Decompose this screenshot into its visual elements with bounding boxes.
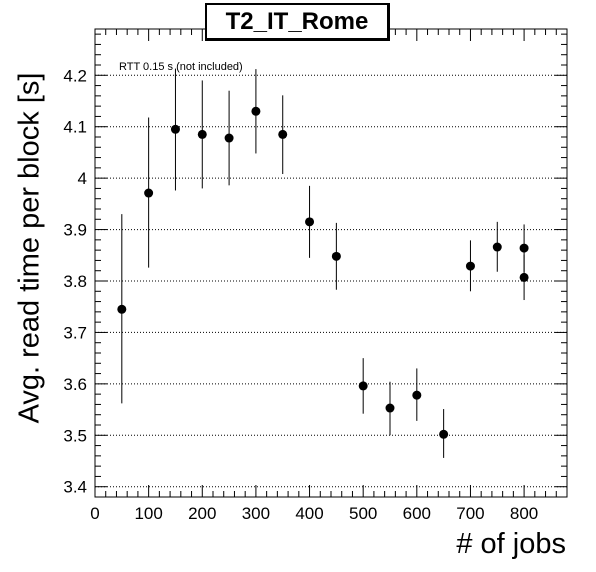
y-tick-label: 3.4	[63, 478, 87, 497]
y-tick-label: 4.1	[63, 118, 87, 137]
data-point	[117, 304, 127, 314]
y-tick-label: 4	[78, 169, 87, 188]
y-tick-label: 3.8	[63, 272, 87, 291]
data-point	[439, 429, 449, 439]
data-points	[117, 68, 529, 458]
data-point	[412, 390, 422, 400]
x-tick-label: 400	[295, 504, 323, 523]
data-point	[358, 381, 368, 391]
y-tick-label: 3.7	[63, 323, 87, 342]
y-tick-label: 3.5	[63, 426, 87, 445]
y-tick-label: 3.9	[63, 221, 87, 240]
x-tick-label: 300	[242, 504, 270, 523]
data-point	[278, 129, 288, 139]
y-tick-label: 4.2	[63, 66, 87, 85]
x-tick-label: 800	[510, 504, 538, 523]
y-tick-label: 3.6	[63, 375, 87, 394]
rtt-annotation: RTT 0.15 s (not included)	[119, 61, 243, 73]
x-axis-label: # of jobs	[456, 528, 566, 560]
data-point	[331, 251, 341, 261]
grid-lines	[95, 74, 567, 488]
y-axis-label: Avg. read time per block [s]	[13, 72, 46, 424]
data-point	[305, 217, 315, 227]
data-point	[519, 272, 529, 282]
x-tick-label: 700	[456, 504, 484, 523]
x-tick-label: 100	[134, 504, 162, 523]
x-tick-label: 0	[90, 504, 99, 523]
data-point	[144, 188, 154, 198]
x-tick-label: 200	[188, 504, 216, 523]
data-point	[519, 243, 529, 253]
plot-frame	[94, 28, 568, 498]
data-point	[197, 129, 207, 139]
data-point	[224, 133, 234, 143]
data-point	[492, 242, 502, 252]
data-point	[170, 124, 180, 134]
axes: 3.4 3.5 3.6 3.7 3.8 3.9 4 4.1 4.2 0 100 200 300 400 50…	[63, 28, 568, 523]
chart-title-text: T2_IT_Rome	[225, 7, 369, 35]
data-point	[385, 403, 395, 413]
data-point	[251, 106, 261, 116]
x-tick-label: 600	[403, 504, 431, 523]
x-tick-label: 500	[349, 504, 377, 523]
chart-title: T2_IT_Rome	[205, 3, 390, 41]
data-point	[465, 261, 475, 271]
